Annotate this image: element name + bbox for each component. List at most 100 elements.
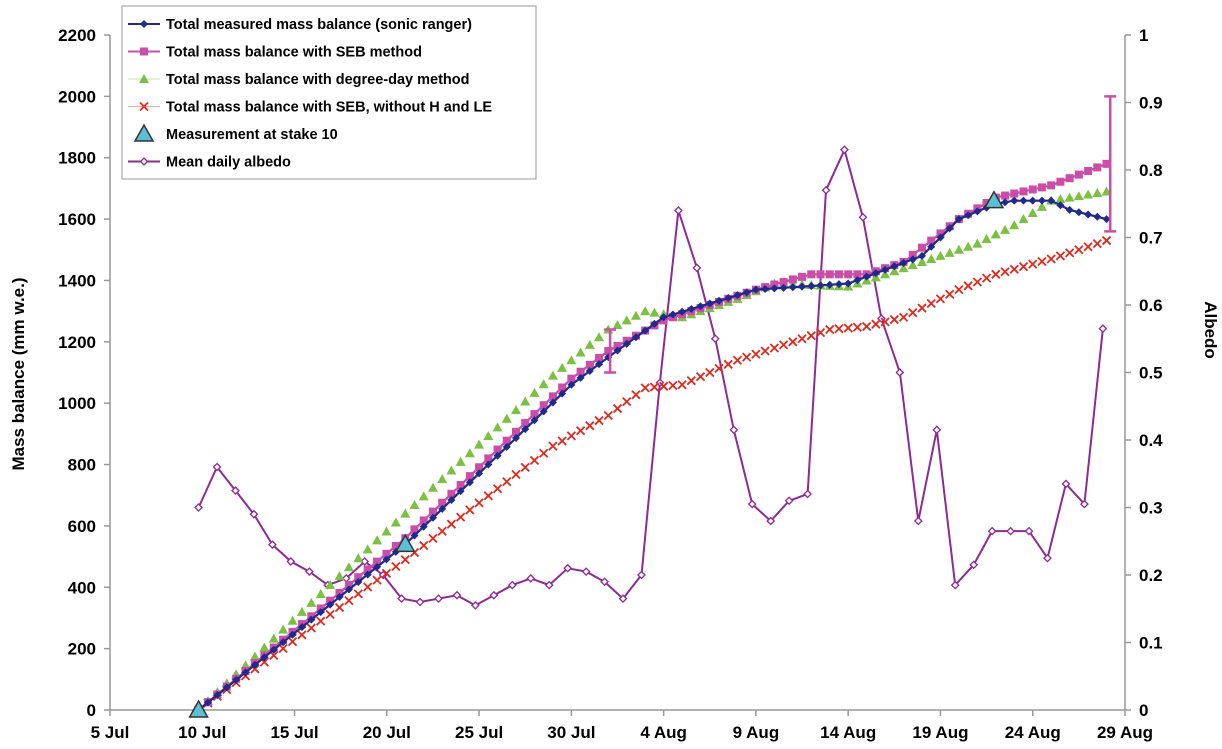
data-point xyxy=(936,233,945,242)
stake-measurement-point xyxy=(188,699,209,718)
data-point xyxy=(269,645,278,654)
y-axis-left: 0 200 400 600 800 1000 1200 1400 1600 1800 2000 220… xyxy=(58,26,110,720)
data-point xyxy=(821,185,831,195)
data-point xyxy=(603,410,613,421)
data-point xyxy=(576,367,585,376)
data-point xyxy=(539,401,548,410)
data-point xyxy=(595,353,604,362)
data-point xyxy=(798,272,807,281)
y2-tick-label: 0 xyxy=(1139,701,1148,720)
y-tick-label: 1800 xyxy=(58,149,96,168)
data-point xyxy=(354,573,363,582)
data-point xyxy=(520,462,530,473)
data-point xyxy=(723,359,733,369)
legend-swatch-marker xyxy=(139,157,149,166)
data-point xyxy=(409,500,420,510)
data-point xyxy=(249,651,260,661)
data-point xyxy=(898,312,909,322)
data-point xyxy=(613,346,622,355)
data-point xyxy=(212,462,222,472)
data-point xyxy=(1047,181,1056,190)
data-point xyxy=(428,533,438,544)
data-point xyxy=(834,280,843,289)
data-point xyxy=(194,503,204,512)
data-point xyxy=(447,496,456,504)
y-tick-label: 1600 xyxy=(58,210,96,229)
data-point xyxy=(631,333,640,342)
data-point xyxy=(566,355,577,365)
data-point xyxy=(908,255,917,264)
data-point xyxy=(306,623,316,633)
data-point xyxy=(729,425,739,435)
data-point xyxy=(742,288,751,297)
x-tick-label: 10 Jul xyxy=(178,723,226,742)
data-point xyxy=(493,445,502,454)
x-tick-label: 19 Aug xyxy=(912,723,968,742)
data-point xyxy=(899,258,908,267)
data-point xyxy=(1028,185,1037,194)
data-point xyxy=(944,247,955,257)
data-point xyxy=(1037,183,1046,192)
data-point xyxy=(1055,194,1066,204)
data-point xyxy=(1083,242,1093,252)
data-point xyxy=(372,535,383,545)
data-point xyxy=(695,371,706,382)
data-point xyxy=(815,327,826,338)
data-point xyxy=(890,262,899,271)
data-point xyxy=(335,593,344,602)
data-point xyxy=(521,418,530,427)
data-point xyxy=(548,398,557,407)
data-point xyxy=(483,430,494,440)
data-point xyxy=(203,698,212,707)
data-point xyxy=(861,321,872,332)
data-point xyxy=(935,294,946,304)
data-point xyxy=(1098,324,1108,334)
data-point xyxy=(622,339,631,348)
data-point xyxy=(335,588,344,597)
data-point xyxy=(438,504,447,513)
data-point xyxy=(972,277,983,287)
data-point xyxy=(530,410,539,419)
data-point xyxy=(1064,192,1075,202)
data-point xyxy=(415,597,425,607)
data-point xyxy=(1065,205,1074,214)
data-point xyxy=(1028,259,1038,269)
data-point xyxy=(732,355,743,365)
data-point xyxy=(853,276,862,285)
data-point xyxy=(489,590,499,600)
data-point xyxy=(316,616,326,626)
data-point xyxy=(362,544,373,554)
data-point xyxy=(557,436,567,446)
legend-label: Measurement at stake 10 xyxy=(166,127,338,143)
data-point xyxy=(696,302,705,311)
data-point xyxy=(612,403,623,414)
data-point xyxy=(1074,208,1083,217)
data-point xyxy=(326,600,335,609)
data-point xyxy=(410,531,419,540)
data-point xyxy=(484,460,493,469)
data-point xyxy=(825,270,834,279)
data-point xyxy=(547,370,558,380)
data-point xyxy=(807,270,816,279)
data-point xyxy=(306,597,317,607)
data-point xyxy=(825,324,835,335)
data-point xyxy=(307,615,316,624)
data-point xyxy=(419,522,428,531)
data-point xyxy=(1001,198,1010,207)
data-point xyxy=(1009,220,1020,230)
data-point xyxy=(853,270,862,279)
data-point xyxy=(437,526,447,536)
data-point xyxy=(927,242,936,251)
data-point xyxy=(530,416,539,425)
data-point xyxy=(567,380,576,389)
data-point xyxy=(1073,191,1084,201)
data-point xyxy=(475,469,484,478)
data-point xyxy=(419,540,429,551)
data-point xyxy=(686,376,696,386)
data-point xyxy=(231,486,240,496)
data-point xyxy=(1056,201,1065,210)
x-tick-label: 5 Jul xyxy=(91,723,130,742)
data-point xyxy=(917,257,927,267)
data-point xyxy=(397,594,407,604)
